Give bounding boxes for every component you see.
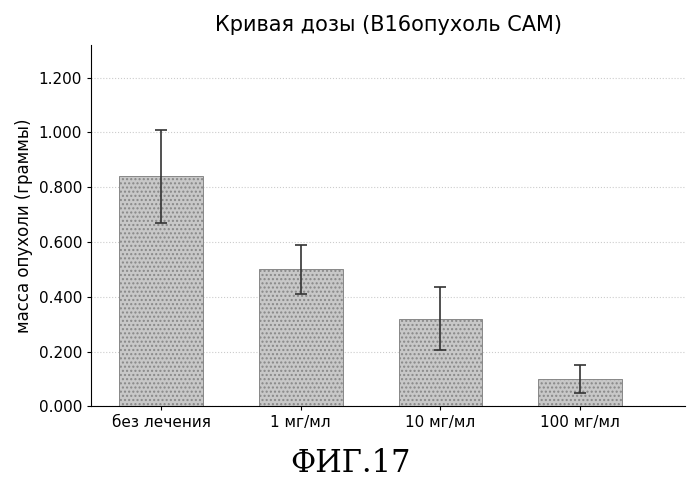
Bar: [398, 318, 482, 406]
Title: Кривая дозы (В16опухоль САМ): Кривая дозы (В16опухоль САМ): [214, 15, 561, 35]
Text: ФИГ.17: ФИГ.17: [290, 448, 410, 479]
Bar: [538, 379, 622, 406]
Bar: [119, 176, 203, 406]
Y-axis label: масса опухоли (граммы): масса опухоли (граммы): [15, 118, 33, 333]
Bar: [259, 270, 342, 406]
